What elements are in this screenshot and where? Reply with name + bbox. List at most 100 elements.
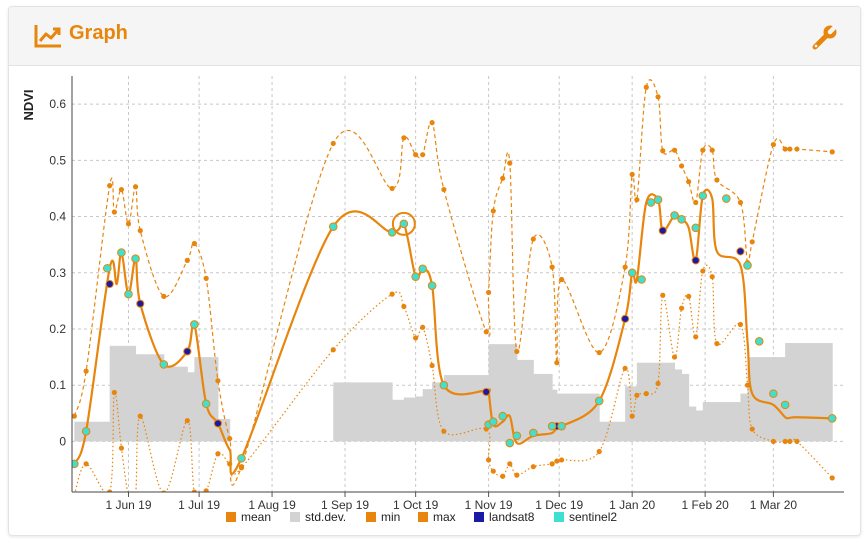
legend-label: landsat8 <box>489 510 535 524</box>
max-point <box>507 160 513 166</box>
max-point <box>441 186 447 193</box>
sentinel2-point <box>505 438 515 448</box>
sentinel2-point <box>498 411 508 421</box>
max-point <box>107 183 113 189</box>
max-point <box>678 163 685 169</box>
min-point <box>549 461 555 467</box>
std-dev-bar <box>752 357 774 442</box>
max-point <box>118 186 125 193</box>
max-point <box>490 208 496 214</box>
legend-label: max <box>433 510 456 524</box>
sentinel2-point <box>124 289 133 299</box>
legend-item-mean: mean <box>226 510 271 524</box>
std-dev-bar <box>415 396 424 442</box>
std-dev-bar <box>632 386 638 442</box>
legend-label: sentinel2 <box>569 510 617 524</box>
std-dev-bar <box>333 382 393 442</box>
std-dev-bar <box>86 421 111 442</box>
sentinel2-point <box>117 248 126 257</box>
max-point <box>622 264 628 270</box>
min-point <box>389 291 395 297</box>
std-dev-bar <box>681 373 690 442</box>
min-point <box>83 461 89 467</box>
std-dev-bar <box>773 357 786 442</box>
std-dev-bar <box>646 362 659 442</box>
sentinel2-point <box>418 264 427 274</box>
std-dev-bar <box>796 343 833 442</box>
min-point <box>227 461 233 467</box>
legend-item-sentinel2: sentinel2 <box>554 510 617 524</box>
min-point <box>429 362 435 369</box>
axes: 0 0.1 0.2 0.3 0.4 0.5 0.6 1 Jun 19 1 Jul 19 1 Aug… <box>49 76 844 512</box>
wrench-icon[interactable] <box>811 23 839 51</box>
std-dev-bar <box>747 357 753 442</box>
legend-label: min <box>381 510 400 524</box>
max-point <box>655 94 661 100</box>
max-point <box>420 152 426 158</box>
max-point <box>514 348 520 355</box>
x-tick-label: 1 Nov 19 <box>465 498 513 512</box>
sentinel2-point <box>594 396 604 406</box>
min-point <box>660 292 666 298</box>
max-point <box>137 227 143 234</box>
legend-swatch <box>366 512 376 522</box>
panel-title: Graph <box>69 22 128 44</box>
sentinel2-point <box>103 263 112 273</box>
line-chart-icon <box>34 25 61 48</box>
sentinel2-point <box>81 426 91 436</box>
sentinel2-point <box>547 421 557 431</box>
y-tick-label: 0 <box>59 434 66 448</box>
x-tick-label: 1 Dec 19 <box>535 498 583 512</box>
max-point <box>500 175 506 181</box>
landsat8-point <box>105 279 114 289</box>
min-point <box>500 473 506 479</box>
legend-swatch <box>290 512 300 522</box>
y-tick-label: 0.2 <box>49 322 66 336</box>
min-point <box>829 475 835 481</box>
std-dev-bar <box>688 406 697 442</box>
sentinel2-point <box>646 198 656 207</box>
max-point <box>215 378 221 384</box>
legend-swatch <box>554 512 564 522</box>
landsat8-point <box>136 299 145 308</box>
sentinel2-point <box>653 195 663 204</box>
std-dev-bar <box>443 375 487 442</box>
std-dev-bar <box>785 343 791 442</box>
min-point <box>629 413 635 419</box>
min-point <box>634 392 640 398</box>
sentinel2-point <box>769 389 778 398</box>
std-dev-bar <box>674 369 683 442</box>
x-tick-label: 1 Aug 19 <box>248 498 296 512</box>
std-dev-bar <box>422 389 433 442</box>
std-dev-bar <box>163 366 188 442</box>
min-point <box>485 457 492 463</box>
legend-swatch <box>226 512 236 522</box>
sentinel2-point <box>131 254 140 264</box>
min-point <box>420 324 426 330</box>
min-point <box>655 380 661 387</box>
legend-item-max: max <box>418 510 456 524</box>
y-tick-label: 0.3 <box>49 266 66 280</box>
min-point <box>554 458 560 464</box>
std-dev-bar <box>135 354 141 442</box>
sentinel2-point <box>780 400 790 410</box>
landsat8-point <box>183 347 192 356</box>
sentinel2-point <box>427 281 437 290</box>
min-point <box>137 413 143 419</box>
std-dev-bar <box>509 344 518 442</box>
min-point <box>490 468 496 474</box>
sentinel2-point <box>439 380 449 390</box>
max-point <box>829 149 835 155</box>
min-point <box>744 382 751 388</box>
max-point <box>709 147 715 153</box>
y-axis-label: NDVI <box>21 89 36 120</box>
std-dev-bar <box>114 345 122 442</box>
max-point <box>782 146 788 152</box>
max-point <box>429 120 435 126</box>
sentinel2-point <box>237 453 246 463</box>
std-dev-bar <box>556 393 563 442</box>
max-point <box>749 239 755 245</box>
max-point <box>83 368 89 374</box>
sentinel2-point <box>754 337 764 346</box>
